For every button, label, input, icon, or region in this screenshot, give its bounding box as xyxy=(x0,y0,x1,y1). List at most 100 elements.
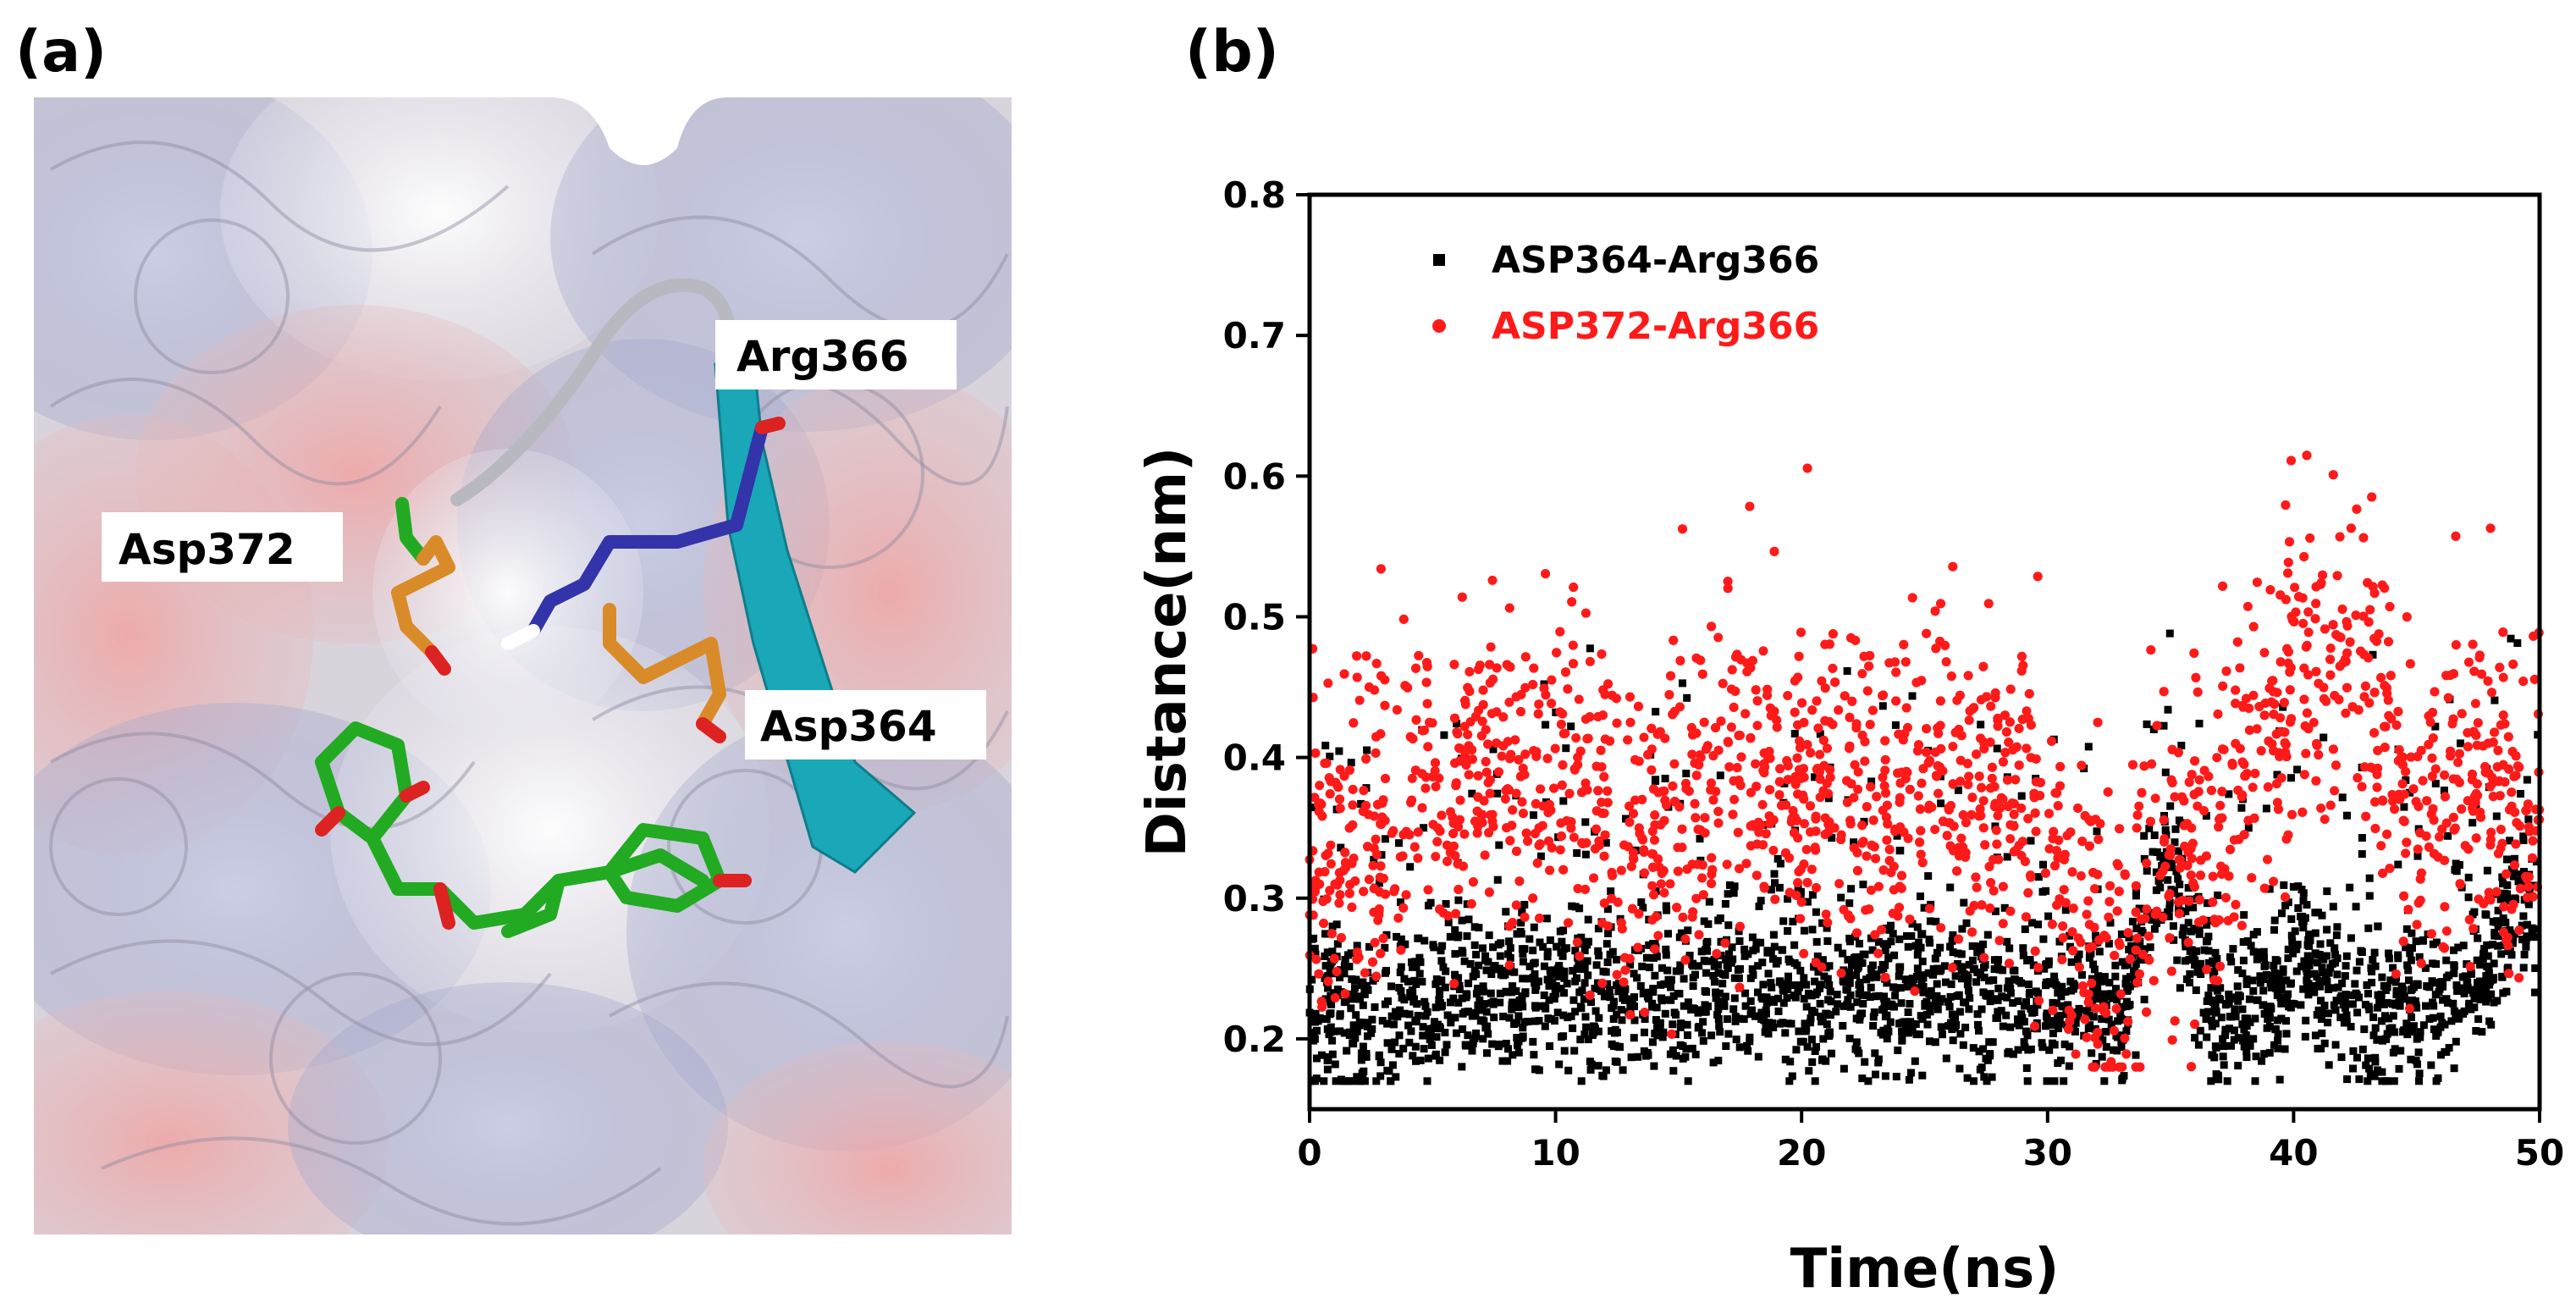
series-asp364-point xyxy=(1341,1077,1349,1085)
series-asp372-point xyxy=(1602,798,1613,808)
series-asp364-point xyxy=(2431,779,2440,787)
series-asp364-point xyxy=(1788,1072,1796,1080)
series-asp364-point xyxy=(2113,1047,2121,1055)
series-asp372-point xyxy=(2016,651,2027,661)
series-asp364-point xyxy=(1524,975,1532,983)
series-asp364-point xyxy=(1613,981,1620,990)
series-asp364-point xyxy=(1399,1044,1408,1052)
series-asp364-point xyxy=(1423,1077,1431,1085)
series-asp364-point xyxy=(1353,1027,1361,1036)
series-asp372-point xyxy=(2031,826,2041,837)
series-asp364-point xyxy=(2093,984,2102,992)
series-asp372-point xyxy=(2123,1017,2133,1026)
series-asp372-point xyxy=(1702,744,1711,754)
series-asp364-point xyxy=(2478,1028,2486,1036)
series-asp364-point xyxy=(2355,958,2364,966)
series-asp364-point xyxy=(1966,994,1974,1002)
series-asp364-point xyxy=(2004,1049,2012,1058)
series-asp364-point xyxy=(1324,1052,1332,1061)
series-asp364-point xyxy=(2050,1077,2059,1085)
series-asp364-point xyxy=(1784,972,1792,980)
series-asp372-point xyxy=(1627,903,1637,914)
series-asp364-point xyxy=(1630,1002,1638,1011)
series-asp364-point xyxy=(2342,1011,2351,1019)
series-asp364-point xyxy=(1360,1067,1368,1075)
series-asp364-point xyxy=(1699,1036,1707,1045)
series-asp364-point xyxy=(2406,949,2414,958)
series-asp372-point xyxy=(1794,651,1804,661)
series-asp364-point xyxy=(1508,1001,1516,1009)
series-asp372-point xyxy=(1978,796,1989,806)
series-asp364-point xyxy=(2193,947,2201,955)
series-asp364-point xyxy=(2310,988,2319,997)
series-asp364-point xyxy=(1827,997,1835,1006)
series-asp364-point xyxy=(1735,937,1744,945)
series-asp364-point xyxy=(1808,1058,1817,1066)
series-asp372-point xyxy=(2023,814,2033,824)
series-asp364-point xyxy=(1442,900,1450,908)
series-asp364-point xyxy=(1735,974,1743,982)
series-asp364-point xyxy=(1877,965,1885,974)
series-asp372-point xyxy=(2159,687,2169,697)
series-asp364-point xyxy=(1731,1013,1740,1021)
series-asp364-point xyxy=(2050,978,2059,986)
series-asp364-point xyxy=(1405,1038,1414,1047)
series-asp364-point xyxy=(2107,990,2115,998)
series-asp364-point xyxy=(1772,959,1780,968)
series-asp372-point xyxy=(1667,1029,1677,1039)
series-asp372-point xyxy=(2487,688,2496,698)
series-asp364-point xyxy=(1965,1005,1973,1014)
series-asp364-point xyxy=(1764,969,1773,978)
series-asp364-point xyxy=(1577,1077,1586,1085)
series-asp372-point xyxy=(1634,701,1643,711)
series-asp364-point xyxy=(1874,1058,1883,1067)
series-asp372-point xyxy=(1857,820,1867,831)
series-asp364-point xyxy=(1336,1012,1344,1020)
series-asp364-point xyxy=(2138,929,2147,937)
series-asp372-point xyxy=(1901,703,1911,713)
series-asp364-point xyxy=(1547,1015,1555,1024)
series-asp364-point xyxy=(2470,1003,2479,1012)
series-asp372-point xyxy=(1795,914,1806,924)
series-asp364-point xyxy=(2298,913,2307,921)
series-asp364-point xyxy=(2378,1068,2386,1076)
series-asp364-point xyxy=(1848,961,1856,969)
series-asp364-point xyxy=(1359,1001,1367,1009)
series-asp364-point xyxy=(2074,955,2082,964)
series-asp364-point xyxy=(2174,847,2182,855)
series-asp372-point xyxy=(1492,707,1502,717)
series-asp372-point xyxy=(1963,780,1973,789)
series-asp364-point xyxy=(1933,980,1941,988)
series-asp364-point xyxy=(1811,773,1818,782)
series-asp372-point xyxy=(2182,860,2193,870)
series-asp364-point xyxy=(2043,1012,2050,1020)
series-asp364-point xyxy=(2351,980,2359,988)
series-asp364-point xyxy=(1629,995,1637,1003)
series-asp372-point xyxy=(1783,775,1793,785)
series-asp364-point xyxy=(1880,992,1889,1001)
series-asp364-point xyxy=(1336,974,1344,981)
series-asp364-point xyxy=(2048,1039,2056,1047)
series-asp364-point xyxy=(2014,1046,2022,1054)
series-asp364-point xyxy=(2122,997,2131,1006)
series-asp364-point xyxy=(1512,987,1520,995)
series-asp364-point xyxy=(1709,971,1718,980)
series-asp364-point xyxy=(2499,880,2507,888)
series-asp364-point xyxy=(1594,925,1602,933)
series-asp364-point xyxy=(2320,1002,2329,1009)
series-asp364-point xyxy=(1850,838,1858,847)
series-asp372-point xyxy=(1859,651,1869,661)
series-asp364-point xyxy=(2244,824,2253,832)
series-asp372-point xyxy=(1891,667,1901,677)
series-asp364-point xyxy=(1519,949,1527,958)
series-asp372-point xyxy=(1736,752,1746,762)
series-asp364-point xyxy=(1736,964,1744,973)
series-asp364-point xyxy=(1701,986,1709,995)
series-asp364-point xyxy=(1757,897,1765,905)
series-asp364-point xyxy=(2482,972,2491,980)
series-asp364-point xyxy=(1904,1008,1912,1016)
series-asp372-point xyxy=(1697,873,1707,883)
series-asp364-point xyxy=(1781,1055,1790,1063)
series-asp364-point xyxy=(1714,969,1723,977)
series-asp364-point xyxy=(1545,996,1553,1004)
